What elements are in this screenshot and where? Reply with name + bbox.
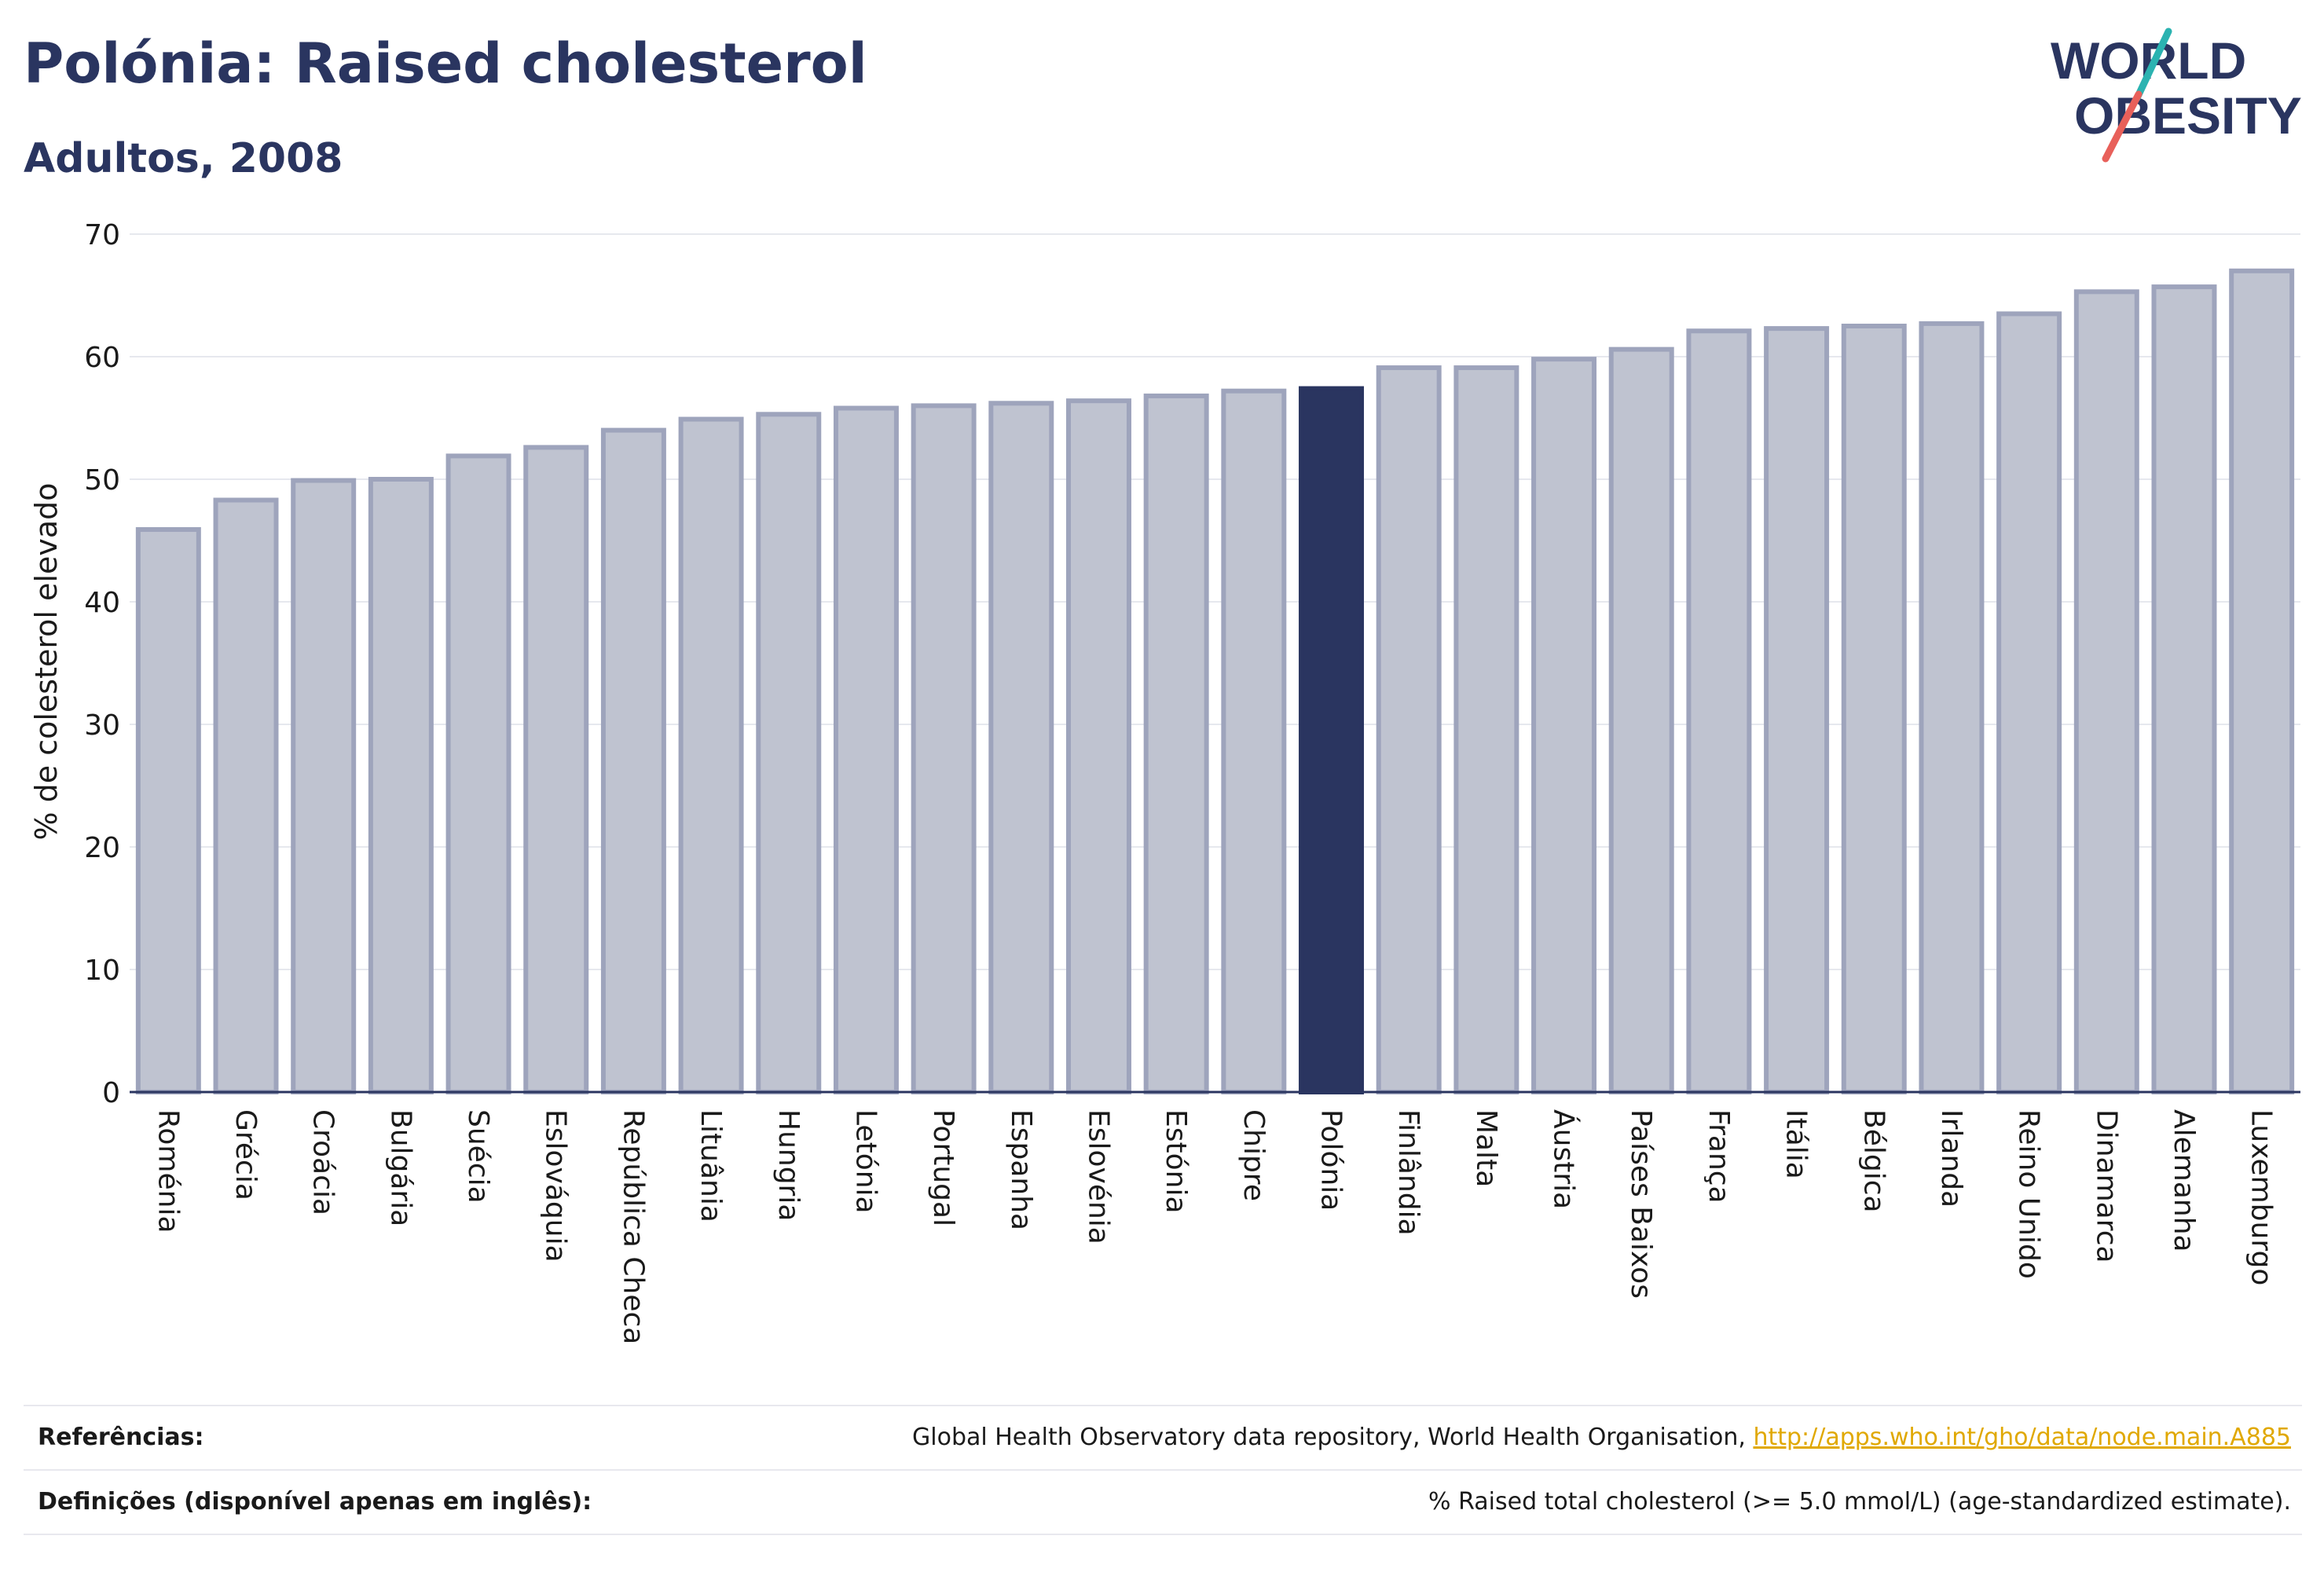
x-tick-label: Letónia xyxy=(849,1109,882,1214)
bar[interactable] xyxy=(988,401,1054,1094)
bar[interactable] xyxy=(756,412,822,1094)
bar[interactable] xyxy=(291,478,357,1094)
x-tick-label: Chipre xyxy=(1237,1109,1270,1201)
x-tick-label: Bélgica xyxy=(1857,1109,1890,1213)
bar[interactable] xyxy=(2073,289,2139,1094)
y-tick-label: 10 xyxy=(84,955,120,987)
references-row: Referências: Global Health Observatory d… xyxy=(24,1405,2302,1469)
bar[interactable] xyxy=(1453,365,1519,1095)
x-tick-label: Grécia xyxy=(229,1109,262,1200)
x-tick-label: Países Baixos xyxy=(1625,1109,1657,1299)
x-tick-label: Polónia xyxy=(1315,1109,1347,1211)
x-tick-label: França xyxy=(1703,1109,1735,1204)
bar[interactable] xyxy=(678,416,744,1094)
y-tick-label: 30 xyxy=(84,709,120,742)
bar[interactable] xyxy=(1686,328,1752,1094)
x-tick-label: Bulgária xyxy=(384,1109,416,1226)
bar[interactable] xyxy=(1376,365,1442,1095)
x-tick-label: Áustria xyxy=(1548,1109,1581,1209)
references-link[interactable]: http://apps.who.int/gho/data/node.main.A… xyxy=(1753,1424,2291,1451)
x-tick-label: Dinamarca xyxy=(2090,1109,2122,1263)
x-tick-label: Espanha xyxy=(1005,1109,1037,1230)
x-tick-label: Malta xyxy=(1470,1109,1502,1187)
x-tick-label: Croácia xyxy=(307,1109,339,1215)
bar-highlighted[interactable] xyxy=(1299,386,1365,1094)
y-tick-label: 20 xyxy=(84,832,120,864)
y-tick-label: 60 xyxy=(84,342,120,374)
bar[interactable] xyxy=(833,405,899,1094)
bar[interactable] xyxy=(445,453,511,1094)
bar[interactable] xyxy=(1221,388,1287,1094)
x-tick-label: República Checa xyxy=(617,1109,649,1344)
definitions-label: Definições (disponível apenas em inglês)… xyxy=(38,1488,592,1516)
x-tick-label: Finlândia xyxy=(1392,1109,1424,1236)
references-text: Global Health Observatory data repositor… xyxy=(912,1424,1754,1451)
bar[interactable] xyxy=(1143,393,1209,1095)
bar[interactable] xyxy=(1531,357,1597,1094)
x-tick-label: Alemanha xyxy=(2168,1109,2200,1252)
bars xyxy=(135,268,2295,1095)
x-tick-label: Roménia xyxy=(152,1109,184,1233)
definitions-row: Definições (disponível apenas em inglês)… xyxy=(24,1469,2302,1535)
references-label: Referências: xyxy=(38,1424,204,1451)
chart-subtitle: Adultos, 2008 xyxy=(24,135,343,182)
bar[interactable] xyxy=(2151,284,2217,1095)
logo-slash-red xyxy=(2102,90,2143,163)
bar[interactable] xyxy=(1841,324,1907,1094)
x-tick-label: Luxemburgo xyxy=(2245,1109,2278,1285)
logo-slash-teal xyxy=(2133,27,2172,102)
bar[interactable] xyxy=(213,497,279,1094)
x-tick-label: Estónia xyxy=(1160,1109,1192,1214)
bar[interactable] xyxy=(523,445,589,1094)
y-tick-label: 0 xyxy=(102,1077,120,1109)
bar[interactable] xyxy=(1608,346,1674,1094)
x-tick-label: Itália xyxy=(1780,1109,1813,1179)
x-tick-label: Reino Unido xyxy=(2013,1109,2045,1279)
bar-chart: 0 10 20 30 40 50 60 70 Roménia Grécia Croácia Bulg… xyxy=(29,219,2300,1344)
chart-title: Polónia: Raised cholesterol xyxy=(24,31,867,96)
bar[interactable] xyxy=(911,403,977,1094)
y-tick-label: 70 xyxy=(84,219,120,251)
y-tick-label: 50 xyxy=(84,464,120,497)
y-tick-labels: 0 10 20 30 40 50 60 70 xyxy=(84,219,120,1109)
bar[interactable] xyxy=(1919,321,1985,1094)
world-obesity-logo: WORLD OBESITY xyxy=(2051,27,2302,163)
x-tick-label: Eslovénia xyxy=(1082,1109,1114,1244)
x-tick-label: Hungria xyxy=(772,1109,805,1221)
definitions-value: % Raised total cholesterol (>= 5.0 mmol/… xyxy=(1428,1488,2291,1516)
x-tick-label: Lituânia xyxy=(695,1109,727,1222)
x-tick-label: Eslováquia xyxy=(540,1109,572,1263)
logo-text-obesity: OBESITY xyxy=(2074,86,2302,145)
bar[interactable] xyxy=(1764,326,1830,1094)
bar[interactable] xyxy=(600,427,666,1094)
y-tick-label: 40 xyxy=(84,587,120,619)
bar[interactable] xyxy=(368,477,434,1094)
bar[interactable] xyxy=(2229,268,2295,1094)
x-tick-label: Portugal xyxy=(927,1109,959,1226)
bar[interactable] xyxy=(135,526,201,1094)
bar[interactable] xyxy=(1996,311,2062,1094)
x-tick-label: Suécia xyxy=(462,1109,494,1204)
bar[interactable] xyxy=(1065,398,1131,1095)
x-tick-label: Irlanda xyxy=(1935,1109,1967,1208)
references-value: Global Health Observatory data repositor… xyxy=(912,1424,2291,1451)
y-axis-label: % de colesterol elevado xyxy=(29,482,64,840)
x-tick-labels: Roménia Grécia Croácia Bulgária Suécia Eslová… xyxy=(152,1109,2277,1344)
